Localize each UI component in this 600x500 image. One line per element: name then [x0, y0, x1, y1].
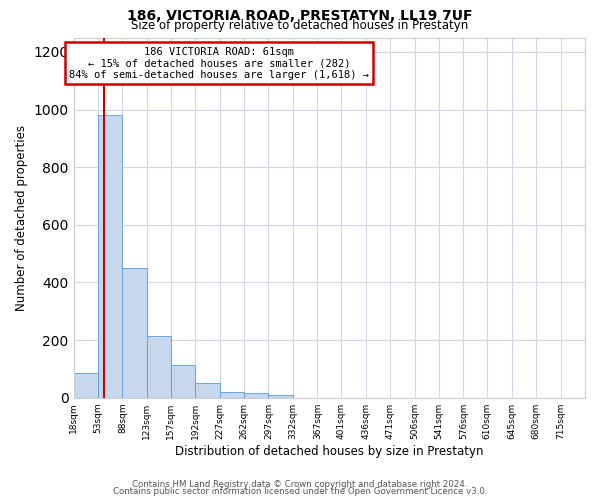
Bar	[268, 395, 293, 398]
Bar	[220, 392, 244, 398]
Text: Contains public sector information licensed under the Open Government Licence v3: Contains public sector information licen…	[113, 487, 487, 496]
Bar	[170, 364, 195, 398]
Bar	[122, 268, 147, 398]
Bar	[244, 394, 268, 398]
X-axis label: Distribution of detached houses by size in Prestatyn: Distribution of detached houses by size …	[175, 444, 484, 458]
Text: Contains HM Land Registry data © Crown copyright and database right 2024.: Contains HM Land Registry data © Crown c…	[132, 480, 468, 489]
Text: Size of property relative to detached houses in Prestatyn: Size of property relative to detached ho…	[131, 18, 469, 32]
Bar	[147, 336, 172, 398]
Text: 186, VICTORIA ROAD, PRESTATYN, LL19 7UF: 186, VICTORIA ROAD, PRESTATYN, LL19 7UF	[127, 9, 473, 23]
Bar	[195, 384, 220, 398]
Y-axis label: Number of detached properties: Number of detached properties	[15, 124, 28, 310]
Text: 186 VICTORIA ROAD: 61sqm
← 15% of detached houses are smaller (282)
84% of semi-: 186 VICTORIA ROAD: 61sqm ← 15% of detach…	[70, 46, 370, 80]
Bar	[98, 116, 122, 398]
Bar	[74, 373, 98, 398]
